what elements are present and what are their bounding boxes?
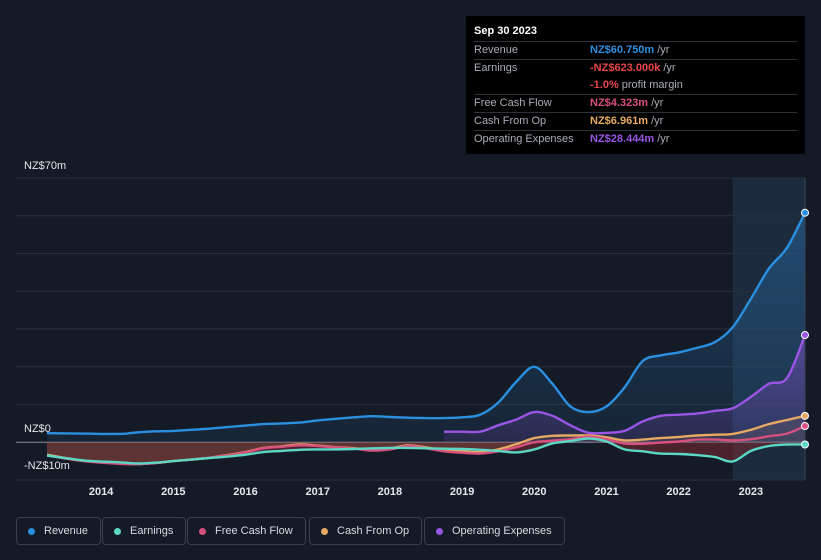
tooltip-date: Sep 30 2023 (474, 25, 537, 37)
cash-from-op-area (47, 415, 805, 465)
tooltip-value: NZ$4.323m (590, 97, 649, 109)
x-tick-label: 2015 (161, 486, 185, 498)
tooltip-value: NZ$6.961m (590, 115, 649, 127)
free-cash-flow-endpoint (801, 422, 809, 431)
x-tick-label: 2023 (739, 486, 763, 498)
legend-label: Earnings (130, 525, 174, 537)
cash-from-op-endpoint (801, 411, 809, 420)
earnings-endpoint (801, 440, 809, 449)
x-axis-ticks: 2014 2015 2016 2017 2018 2019 2020 2021 2022 2023 (89, 486, 763, 498)
negative-area (47, 441, 805, 465)
tooltip-unit: /yr (657, 44, 670, 56)
tooltip-label: Earnings (474, 62, 518, 74)
tooltip-row-revenue: Revenue NZ$60.750m /yr (474, 41, 797, 59)
x-tick-label: 2017 (305, 486, 329, 498)
tooltip-row-operating-expenses: Operating Expenses NZ$28.444m /yr (474, 130, 797, 148)
x-tick-label: 2022 (666, 486, 690, 498)
legend-revenue[interactable]: Revenue (16, 517, 102, 545)
tooltip-label: Free Cash Flow (474, 97, 552, 109)
revenue-line (46, 212, 807, 436)
tooltip-unit: /yr (651, 115, 664, 127)
tooltip-row-profit-margin: -1.0% profit margin (474, 77, 797, 94)
x-tick-label: 2014 (89, 486, 114, 498)
legend-earnings[interactable]: Earnings (102, 517, 187, 545)
y-axis-zero-label: NZ$0 (24, 423, 51, 435)
tooltip-label: Operating Expenses (474, 133, 574, 145)
tooltip-unit: /yr (651, 97, 664, 109)
x-tick-label: 2018 (378, 486, 402, 498)
tooltip-row-earnings: Earnings -NZ$623.000k /yr (474, 59, 797, 77)
free-cash-flow-dot-icon (199, 527, 206, 535)
legend-label: Operating Expenses (452, 525, 552, 537)
tooltip-unit: profit margin (621, 79, 683, 91)
tooltip-value: NZ$60.750m (590, 44, 655, 56)
x-tick-label: 2021 (594, 486, 618, 498)
legend-operating-expenses[interactable]: Operating Expenses (424, 517, 565, 545)
y-axis-top-label: NZ$70m (24, 160, 67, 172)
earnings-dot-icon (114, 527, 121, 535)
legend-label: Free Cash Flow (215, 525, 293, 537)
cash-from-op-dot-icon (321, 527, 328, 535)
data-tooltip: Sep 30 2023 Revenue NZ$60.750m /yr Earni… (466, 16, 805, 154)
tooltip-label (474, 77, 590, 94)
operating-expenses-area (444, 335, 805, 443)
legend-cash-from-op[interactable]: Cash From Op (309, 517, 423, 545)
series-lines (46, 212, 807, 466)
tooltip-row-free-cash-flow: Free Cash Flow NZ$4.323m /yr (474, 94, 797, 112)
tooltip-label: Revenue (474, 44, 519, 56)
series-areas (47, 212, 805, 465)
legend-label: Revenue (44, 525, 89, 537)
legend-label: Cash From Op (337, 525, 410, 537)
operating-expenses-endpoint (801, 331, 809, 340)
tooltip-row-cash-from-op: Cash From Op NZ$6.961m /yr (474, 112, 797, 130)
revenue-dot-icon (28, 527, 35, 535)
tooltip-value: NZ$28.444m (590, 133, 655, 145)
tooltip-unit: /yr (657, 133, 670, 145)
x-tick-label: 2016 (233, 486, 257, 498)
revenue-area (47, 212, 805, 443)
tooltip-value: -NZ$623.000k (590, 62, 661, 74)
x-tick-label: 2019 (450, 486, 474, 498)
tooltip-value: -1.0% (590, 79, 619, 91)
revenue-endpoint (801, 208, 809, 217)
y-axis-bottom-label: -NZ$10m (24, 460, 70, 472)
earnings-line (46, 437, 806, 465)
x-tick-label: 2020 (522, 486, 546, 498)
operating-expenses-dot-icon (436, 527, 443, 535)
tooltip-unit: /yr (663, 62, 676, 74)
series-endpoints (801, 208, 809, 449)
operating-expenses-line (444, 334, 807, 435)
legend-free-cash-flow[interactable]: Free Cash Flow (187, 517, 306, 545)
tooltip-label: Cash From Op (474, 115, 547, 127)
